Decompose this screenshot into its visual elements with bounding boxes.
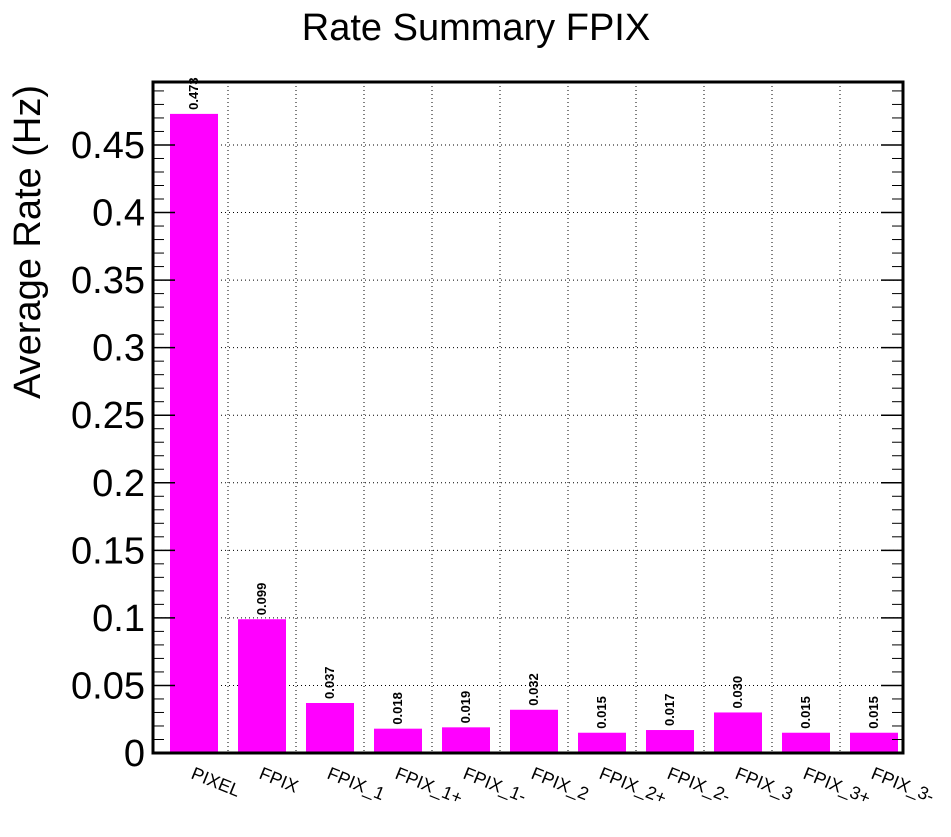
axis-ticks (153, 90, 903, 754)
y-tick-label: 0.25 (71, 395, 145, 437)
x-tick-labels: PIXEL FPIX FPIX_1 FPIX_1+FPIX_1- FPIX_2 FPIX_… (189, 763, 938, 809)
bar-FPIX (238, 619, 286, 753)
value-label: 0.473 (186, 77, 201, 110)
x-tick-label: PIXEL (189, 763, 244, 801)
bar-FPIX_1+ (374, 728, 422, 753)
y-tick-label: 0.45 (71, 125, 145, 167)
bar-FPIX_3 (714, 712, 762, 753)
plot-frame (151, 80, 905, 755)
bar-FPIX_3+ (782, 732, 830, 753)
x-tick-label: FPIX_2 (528, 763, 592, 805)
x-tick-label: FPIX_3 (732, 763, 796, 805)
y-tick-label: 0.05 (71, 665, 145, 707)
y-tick-label: 0.2 (92, 463, 145, 505)
y-tick-label: 0.1 (92, 598, 145, 640)
bar-FPIX_3- (850, 732, 898, 753)
value-label: 0.015 (866, 696, 881, 729)
grid (153, 82, 903, 753)
y-tick-label: 0.3 (92, 328, 145, 370)
value-label: 0.030 (730, 676, 745, 709)
x-tick-label: FPIX_1+ (392, 763, 465, 809)
bars (170, 113, 898, 753)
bar-FPIX_1- (442, 727, 490, 753)
value-label: 0.015 (798, 696, 813, 729)
value-label: 0.017 (662, 693, 677, 726)
bar-PIXEL (170, 113, 218, 753)
value-label: 0.032 (526, 673, 541, 706)
value-label: 0.019 (458, 691, 473, 724)
x-tick-label: FPIX_1- (460, 763, 529, 807)
y-axis-label: Average Rate (Hz) (7, 85, 49, 399)
chart-title: Rate Summary FPIX (302, 7, 650, 49)
bar-FPIX_1 (306, 703, 354, 753)
x-tick-label: FPIX_2- (664, 763, 733, 807)
x-tick-label: FPIX (257, 763, 302, 797)
bar-FPIX_2- (646, 730, 694, 753)
value-label: 0.099 (254, 583, 269, 616)
y-tick-label: 0.35 (71, 260, 145, 302)
x-tick-label: FPIX_3+ (800, 763, 873, 809)
bar-FPIX_2 (510, 709, 558, 753)
bar-FPIX_2+ (578, 732, 626, 753)
y-tick-label: 0 (124, 733, 145, 775)
x-tick-label: FPIX_2+ (596, 763, 669, 809)
value-label: 0.018 (390, 692, 405, 725)
y-tick-labels: 0 0.05 0.1 0.15 0.2 0.25 0.3 0.35 0.4 0.45 (71, 125, 145, 775)
y-tick-label: 0.4 (92, 193, 145, 235)
x-tick-label: FPIX_1 (324, 763, 388, 805)
value-labels: 0.473 0.099 0.037 0.018 0.019 0.032 0.015 0.017… (186, 77, 881, 728)
x-tick-label: FPIX_3- (868, 763, 937, 807)
value-label: 0.037 (322, 666, 337, 699)
value-label: 0.015 (594, 696, 609, 729)
y-tick-label: 0.15 (71, 530, 145, 572)
